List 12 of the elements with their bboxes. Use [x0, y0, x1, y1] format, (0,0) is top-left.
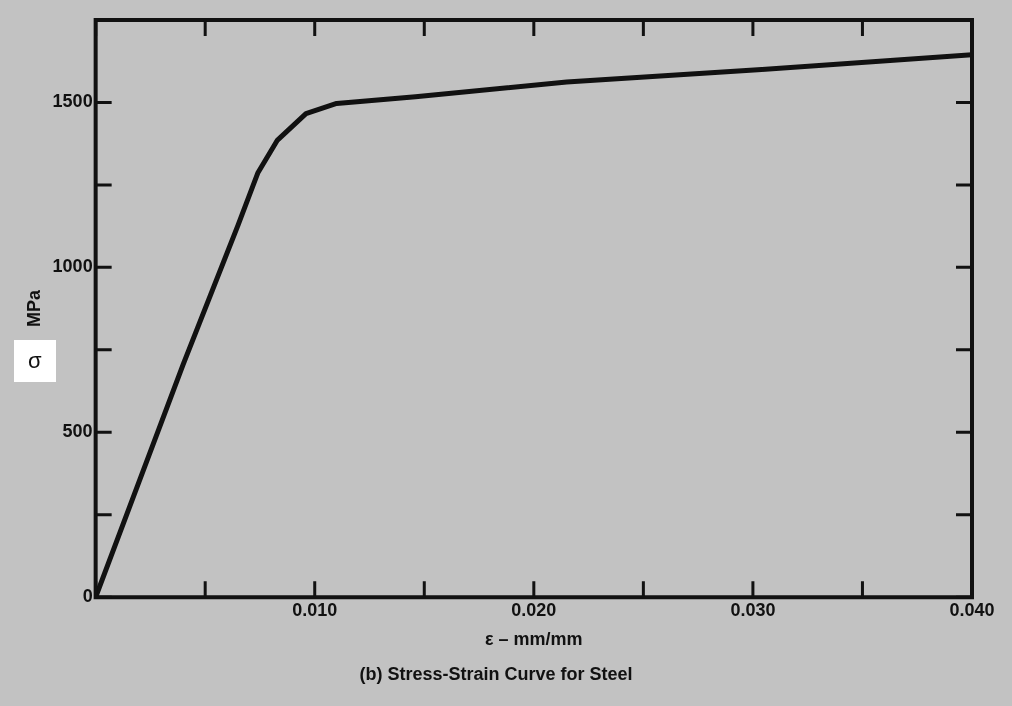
y-tick-label: 1000 [52, 256, 93, 277]
x-tick-label: 0.020 [511, 599, 557, 620]
x-axis-title: ε – mm/mm [485, 628, 583, 649]
y-tick-label: 0 [82, 586, 93, 607]
x-tick-label: 0.010 [292, 599, 338, 620]
y-axis-title: MPa [23, 289, 44, 328]
x-tick-label: 0.030 [730, 599, 776, 620]
x-tick-label: 0.040 [949, 599, 995, 620]
text: σ [14, 340, 56, 382]
y-tick-label: 500 [62, 421, 93, 442]
y-tick-label: 1500 [52, 91, 93, 112]
text: (b) Stress-Strain Curve for Steel [359, 664, 633, 685]
